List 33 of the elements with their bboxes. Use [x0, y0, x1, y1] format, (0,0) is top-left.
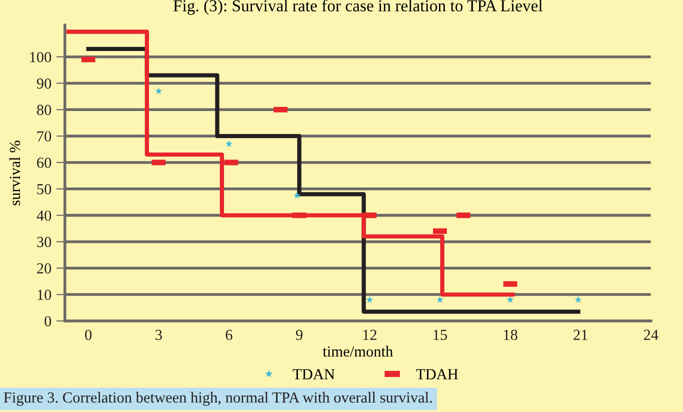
- x-tick-label: 18: [504, 330, 518, 340]
- point: [574, 296, 582, 303]
- y-tick-label: 0: [44, 316, 52, 326]
- x-tick-label: 6: [226, 330, 232, 340]
- legend-label: TDAN: [292, 369, 335, 380]
- point: [436, 296, 444, 303]
- y-tick-label: 30: [37, 236, 52, 248]
- x-tick-label: 15: [434, 330, 447, 340]
- y-tick-label: 10: [38, 290, 52, 300]
- y-tick-label: 80: [36, 104, 52, 116]
- y-tick-label: 100: [30, 52, 52, 62]
- x-tick-label: 3: [156, 330, 162, 340]
- point: [506, 296, 514, 303]
- chart-title: Fig. (3): Survival rate for case in relation to TPA Lievel: [173, 0, 542, 15]
- point: [366, 296, 374, 303]
- y-tick-label: 60: [37, 158, 52, 168]
- y-tick-label: 50: [37, 184, 52, 194]
- x-tick-label: 9: [296, 330, 302, 340]
- y-tick-label: 90: [36, 78, 52, 89]
- x-tick-label: 21: [574, 330, 588, 340]
- caption: Figure 3. Correlation between high, normal TPA with overall survival.: [4, 392, 432, 406]
- x-axis-title: time/month: [322, 346, 393, 357]
- point: [225, 140, 233, 148]
- legend-label: TDAH: [416, 369, 458, 380]
- point: [155, 87, 162, 94]
- y-tick-label: 70: [37, 131, 52, 142]
- x-tick-label: 12: [363, 330, 376, 340]
- y-tick-label: 20: [37, 263, 52, 274]
- x-tick-label: 0: [85, 330, 92, 340]
- y-tick-label: 40: [36, 210, 52, 221]
- x-tick-label: 24: [644, 330, 658, 340]
- point: [293, 192, 301, 199]
- y-axis-title: survival %: [9, 140, 20, 206]
